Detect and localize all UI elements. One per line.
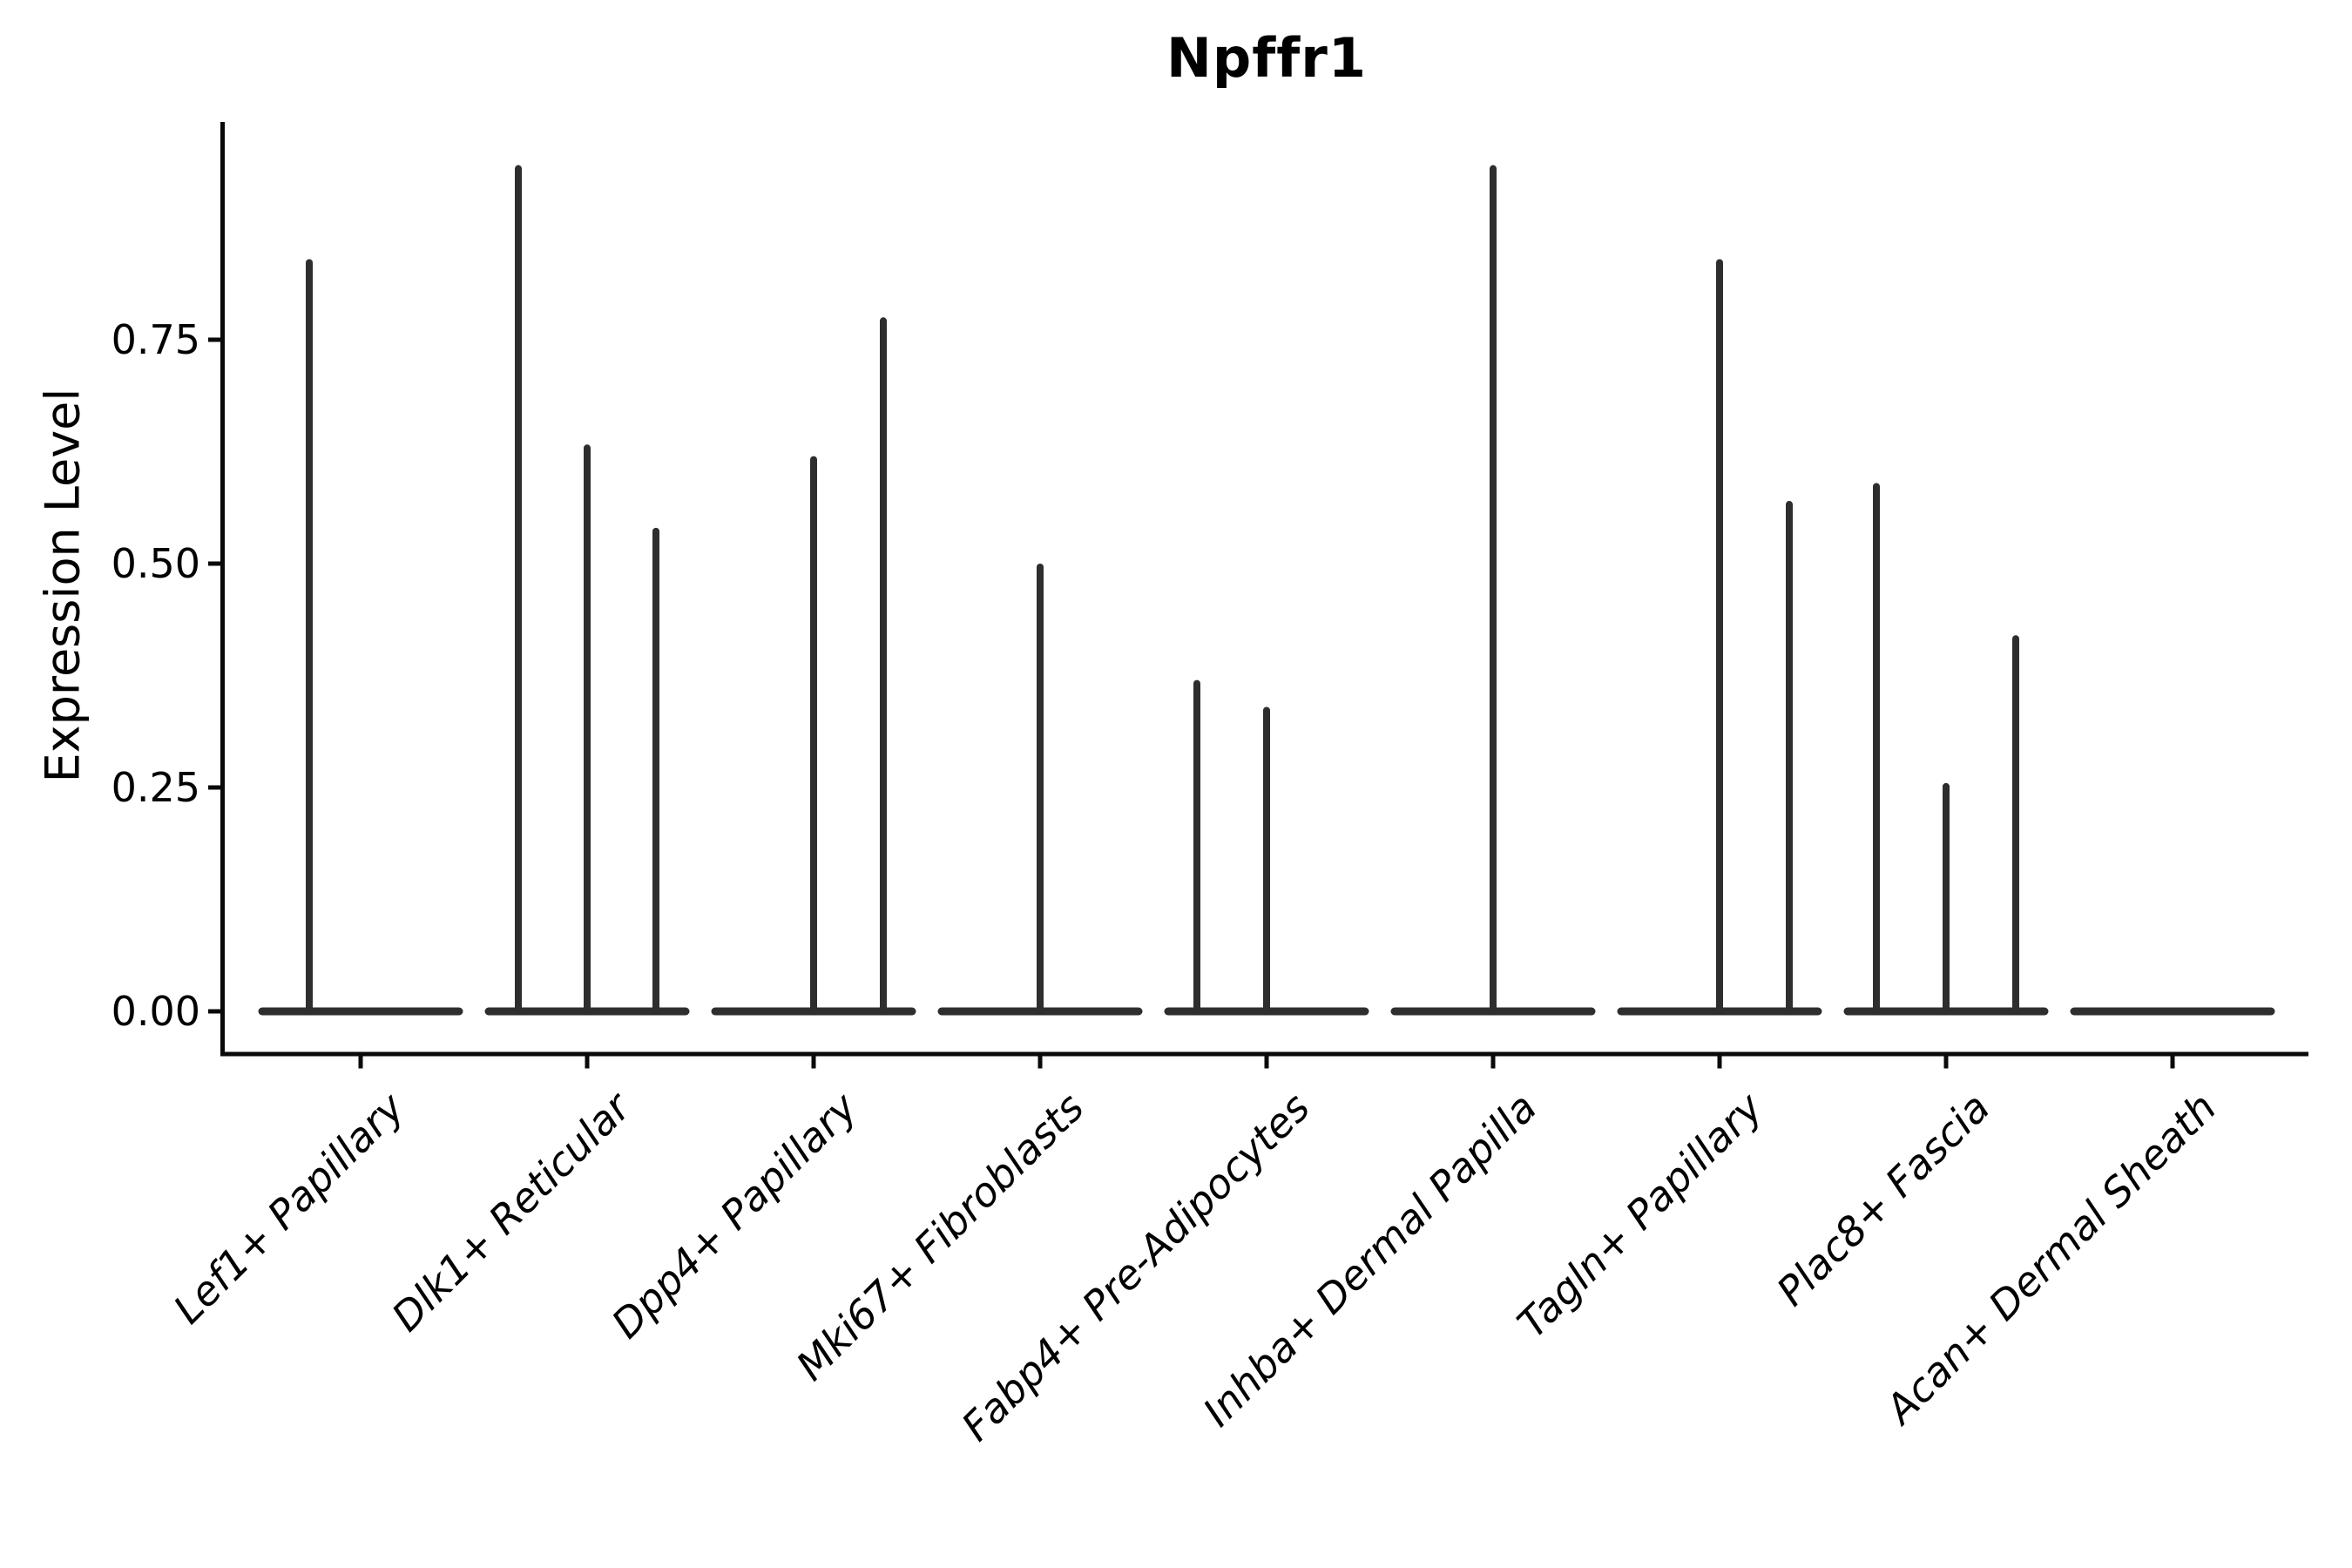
violin [258,259,463,1016]
violin [1164,679,1369,1016]
violin [484,165,690,1016]
chart-title: Npffr1 [1166,26,1367,90]
violin [1390,165,1596,1016]
violin [1617,259,1822,1016]
violin [711,317,916,1016]
y-tick-label: 0.50 [111,540,200,587]
y-tick-label: 0.75 [111,316,200,363]
y-tick-label: 0.25 [111,764,200,811]
y-tick-label: 0.00 [111,988,200,1035]
violin [1843,483,2049,1016]
violin [937,564,1143,1016]
